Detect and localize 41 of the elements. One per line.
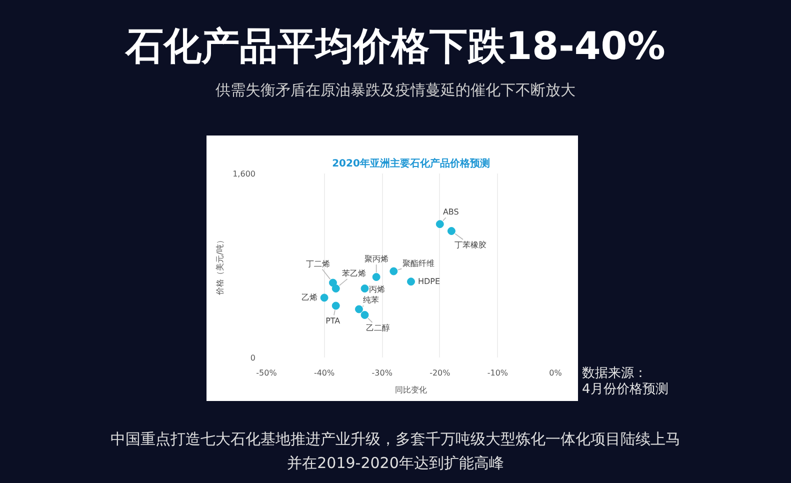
point [436, 220, 444, 228]
annotation: 丙烯 [368, 285, 385, 294]
point [390, 267, 398, 276]
annotation: 聚酯纤维 [402, 258, 435, 268]
point [447, 227, 456, 235]
point [332, 284, 340, 292]
y-tick-label: 0 [250, 354, 256, 362]
x-tick-label: -20% [430, 368, 451, 378]
point [360, 284, 369, 292]
point [372, 273, 380, 281]
y-tick-label: 1,600 [232, 170, 256, 178]
point [407, 278, 415, 286]
chart-title: 石化产品平均价格下跌18-40% [126, 24, 666, 68]
annotation: 乙二醇 [366, 323, 390, 332]
x-axis-title: 同比变化 [395, 386, 427, 394]
point [328, 278, 337, 287]
x-tick-label: -10% [487, 368, 508, 378]
text: 并在2019-2020年达到扩能高峰 [287, 454, 504, 472]
point [354, 305, 363, 314]
annotation: ABS [442, 208, 459, 217]
text: 4月份价格预测 [582, 382, 668, 397]
annotation: 丁二烯 [306, 259, 330, 268]
point [360, 310, 369, 319]
annotation: 乙烯 [301, 293, 318, 302]
annotation: 苯乙烯 [342, 269, 366, 278]
x-tick-label: -40% [314, 368, 336, 378]
x-tick-label: -50% [256, 368, 278, 378]
text: 2020年亚洲主要石化产品价格预测 [332, 158, 490, 170]
point [320, 294, 328, 302]
annotation: PTA [326, 316, 341, 326]
chart-subtitle: 供需失衡矛盾在原油暴跌及疫情蔓延的催化下不断放大 [214, 80, 576, 101]
point [332, 302, 340, 310]
annotation: HDPE [418, 277, 440, 286]
annotation: 丁苯橡胶 [454, 240, 486, 250]
y-axis-title: 价格（美元/吨） [216, 236, 225, 296]
text: 中国重点打造七大石化基地推进产业升级，多套千万吨级大型炼化一体化项目陆续上马 [110, 430, 680, 448]
x-tick-label: 0% [549, 368, 562, 378]
x-tick-label: -30% [372, 368, 393, 378]
annotation: 纯苯 [362, 296, 379, 305]
annotation: 聚丙烯 [364, 254, 388, 264]
source-note: 数据来源： [582, 366, 647, 381]
